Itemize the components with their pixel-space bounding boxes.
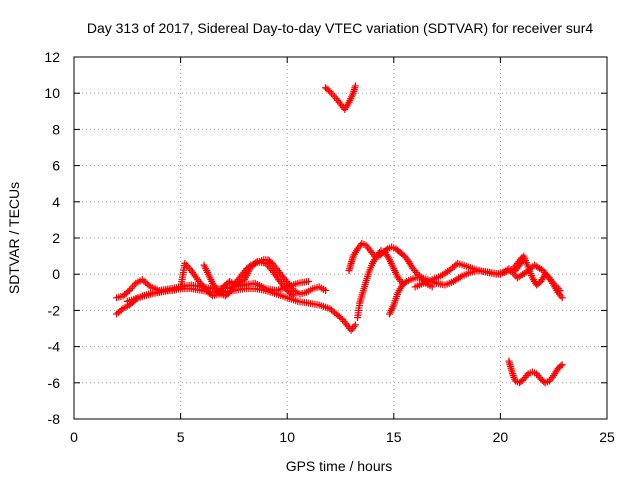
data-point [558,294,566,302]
y-tick-label: 0 [52,266,60,282]
data-point [329,91,337,99]
x-tick-label: 15 [386,429,402,445]
x-tick-label: 5 [177,429,185,445]
y-axis-label: SDTVAR / TECUs [6,182,22,294]
data-point [305,277,313,285]
x-tick-label: 10 [279,429,295,445]
chart-title: Day 313 of 2017, Sidereal Day-to-day VTE… [87,20,593,36]
series-trace-5 [322,82,359,113]
data-point [351,82,359,90]
y-tick-label: 10 [44,85,60,101]
data-point [124,288,132,296]
data-point [184,263,192,271]
y-tick-label: -6 [48,375,61,391]
x-axis-label: GPS time / hours [286,458,393,474]
data-point [456,273,464,281]
data-point [127,285,135,293]
data-point [557,362,565,370]
data-point [129,283,137,291]
y-tick-label: 2 [52,230,60,246]
data-point [246,262,254,270]
data-point [337,314,345,322]
series-trace-10 [511,252,566,302]
ticks [73,56,608,420]
data-point [288,291,296,299]
data-point [322,286,330,294]
x-tick-label: 20 [493,429,509,445]
x-tick-label: 0 [70,429,78,445]
series-trace-11 [505,357,566,387]
data-point [510,373,518,381]
data-point [324,86,332,94]
data-point [401,279,409,287]
y-tick-label: 4 [52,194,60,210]
data-point [558,361,566,369]
data-point [452,261,460,269]
y-tick-label: -4 [48,339,61,355]
x-tick-label: 25 [599,429,615,445]
data-point [265,263,273,271]
tick-labels: 0 5 10 15 20 25 -8 -6 -4 -2 0 2 4 6 8 10 12 [44,49,615,445]
series-trace-1 [113,285,359,334]
data-point [351,321,359,329]
grid [74,57,607,419]
data-point [117,306,125,314]
data-marks [113,82,566,387]
data-point [216,289,224,297]
plot-frame [73,56,608,420]
y-tick-label: -8 [48,411,61,427]
series-trace-7 [354,247,406,322]
data-point [412,268,420,276]
data-point [145,281,153,289]
data-point [503,266,511,274]
y-tick-label: 8 [52,121,60,137]
series-trace-4 [200,256,330,300]
series-trace-9 [411,259,564,294]
y-tick-label: 6 [52,158,60,174]
y-tick-label: -2 [48,302,61,318]
y-tick-label: 12 [44,49,60,65]
data-point [207,291,215,299]
